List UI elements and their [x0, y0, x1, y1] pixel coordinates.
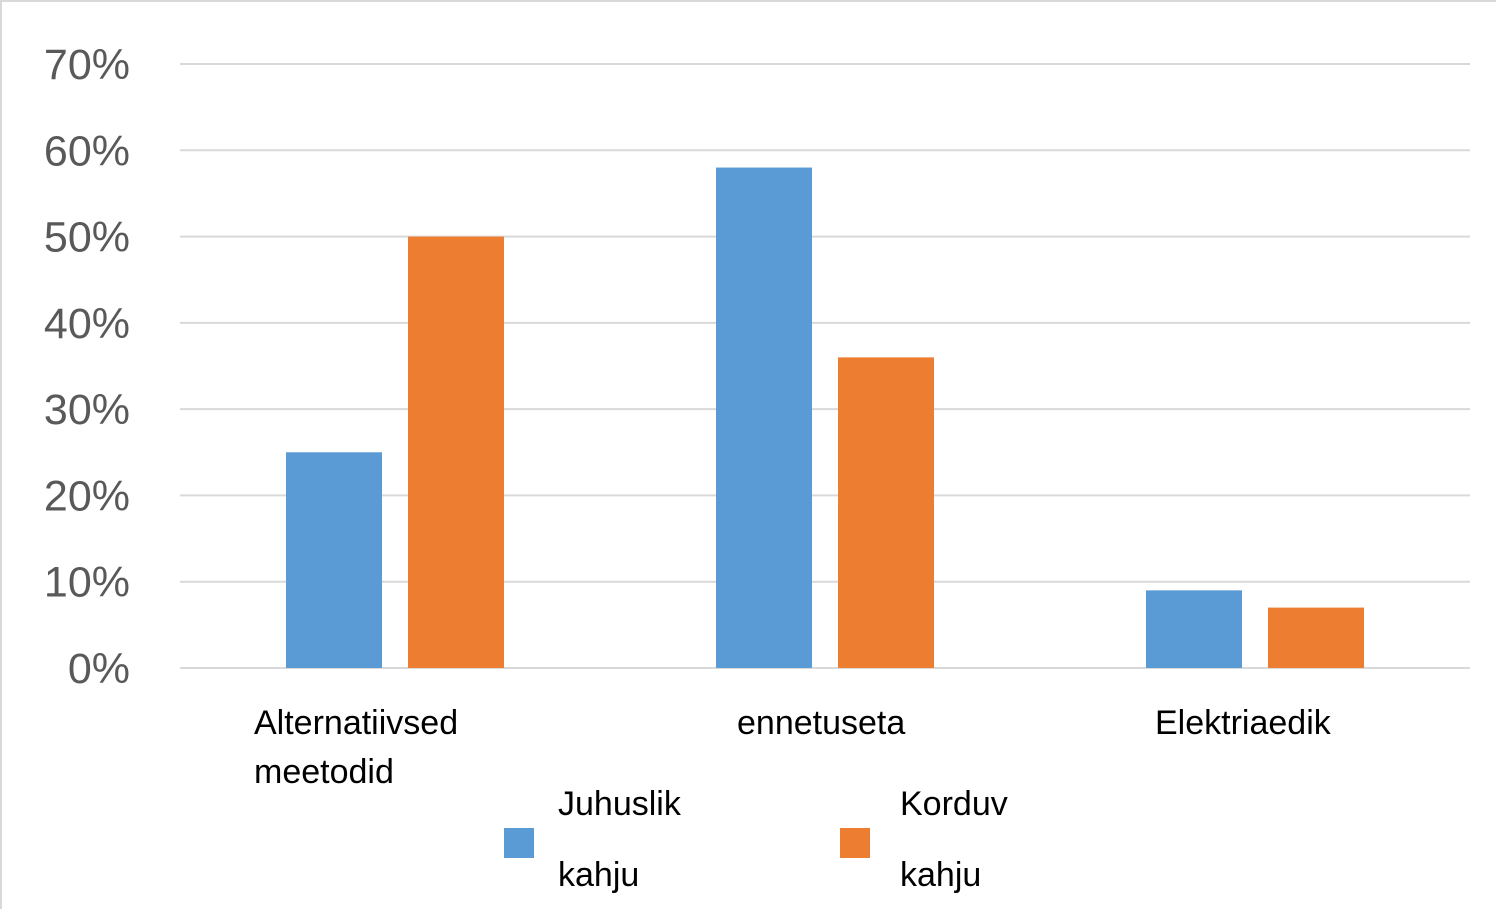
x-axis: Alternatiivsed meetodid ennetuseta Elektria…: [254, 704, 1332, 791]
bar: [408, 237, 504, 668]
legend-label: Juhuslik: [558, 785, 682, 823]
x-category-label: Elektriaedik: [1155, 704, 1332, 742]
legend-swatch: [504, 828, 534, 858]
y-tick-label: 40%: [44, 300, 130, 348]
y-tick-label: 30%: [44, 386, 130, 434]
y-tick-label: 20%: [44, 472, 130, 520]
bars: [286, 168, 1364, 668]
legend-swatch: [840, 828, 870, 858]
bar: [1146, 590, 1242, 668]
legend-label: kahju: [558, 856, 639, 894]
legend: Juhuslik kahju Korduv kahju: [504, 785, 1008, 894]
y-tick-label: 70%: [44, 41, 130, 89]
y-tick-label: 60%: [44, 127, 130, 175]
y-axis: 0% 10% 20% 30% 40% 50% 60% 70%: [44, 41, 130, 693]
y-tick-label: 50%: [44, 214, 130, 262]
y-tick-label: 0%: [68, 645, 130, 693]
x-category-label: Alternatiivsed: [254, 704, 458, 742]
x-category-label: meetodid: [254, 753, 394, 791]
legend-label: kahju: [900, 856, 981, 894]
y-tick-label: 10%: [44, 559, 130, 607]
bar: [1268, 608, 1364, 668]
x-category-label: ennetuseta: [737, 704, 905, 742]
legend-label: Korduv: [900, 785, 1008, 823]
bar: [716, 168, 812, 668]
bar: [838, 357, 934, 668]
bar: [286, 452, 382, 668]
